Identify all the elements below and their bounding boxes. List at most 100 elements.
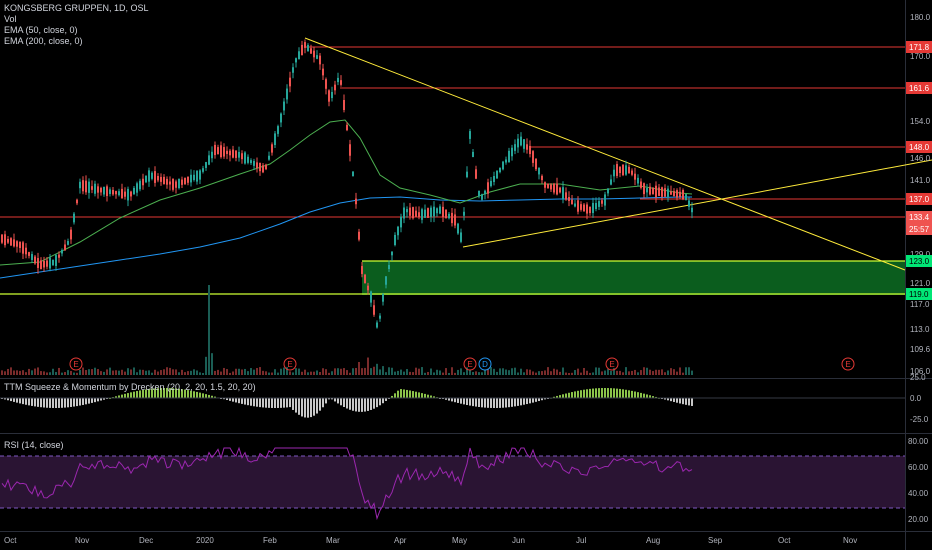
candle[interactable] <box>661 187 663 197</box>
candle[interactable] <box>595 203 597 209</box>
candle[interactable] <box>673 191 675 196</box>
volume-bar[interactable] <box>445 368 447 375</box>
candle[interactable] <box>571 199 573 205</box>
candle[interactable] <box>481 194 483 200</box>
volume-bar[interactable] <box>511 368 513 375</box>
momentum-bar[interactable] <box>160 388 162 398</box>
momentum-bar[interactable] <box>427 394 429 398</box>
volume-bar[interactable] <box>253 369 255 375</box>
candle[interactable] <box>652 187 654 194</box>
volume-bar[interactable] <box>115 370 117 375</box>
volume-bar[interactable] <box>331 371 333 375</box>
volume-bar[interactable] <box>31 370 33 375</box>
volume-bar[interactable] <box>298 368 300 375</box>
candle[interactable] <box>277 126 279 134</box>
momentum-bar[interactable] <box>280 398 282 408</box>
volume-bar[interactable] <box>598 367 600 375</box>
volume-bar[interactable] <box>355 367 357 375</box>
momentum-bar[interactable] <box>82 398 84 405</box>
volume-bar[interactable] <box>130 369 132 375</box>
candle[interactable] <box>268 155 270 160</box>
momentum-bar[interactable] <box>652 396 654 398</box>
volume-bar[interactable] <box>238 368 240 375</box>
volume-legend[interactable]: Vol <box>4 14 17 24</box>
momentum-bar[interactable] <box>565 393 567 398</box>
candle[interactable] <box>625 165 627 175</box>
volume-bar[interactable] <box>352 368 354 375</box>
volume-bar[interactable] <box>178 372 180 375</box>
volume-bar[interactable] <box>451 367 453 375</box>
momentum-bar[interactable] <box>502 398 504 408</box>
candle[interactable] <box>253 160 255 166</box>
candle[interactable] <box>205 162 207 168</box>
volume-bar[interactable] <box>301 371 303 375</box>
candle[interactable] <box>469 131 471 139</box>
volume-bar[interactable] <box>40 371 42 375</box>
volume-bar[interactable] <box>457 369 459 375</box>
volume-bar[interactable] <box>406 369 408 375</box>
volume-bar[interactable] <box>295 368 297 375</box>
volume-bar[interactable] <box>463 372 465 375</box>
candle[interactable] <box>577 200 579 212</box>
volume-bar[interactable] <box>481 372 483 375</box>
candle[interactable] <box>520 136 522 146</box>
volume-bar[interactable] <box>562 367 564 375</box>
volume-bar[interactable] <box>283 367 285 375</box>
momentum-bar[interactable] <box>22 398 24 405</box>
candle[interactable] <box>232 149 234 158</box>
volume-bar[interactable] <box>265 371 267 375</box>
volume-bar[interactable] <box>109 367 111 375</box>
candle[interactable] <box>667 188 669 197</box>
volume-bar[interactable] <box>439 370 441 375</box>
candle[interactable] <box>355 198 357 205</box>
candle[interactable] <box>382 294 384 302</box>
volume-bar[interactable] <box>685 367 687 375</box>
support-zone[interactable] <box>362 261 905 295</box>
volume-bar[interactable] <box>184 372 186 375</box>
momentum-bar[interactable] <box>358 398 360 412</box>
volume-bar[interactable] <box>664 372 666 375</box>
candle[interactable] <box>370 291 372 303</box>
price-pane[interactable] <box>0 0 905 377</box>
volume-bar[interactable] <box>247 371 249 375</box>
volume-bar[interactable] <box>280 368 282 375</box>
momentum-bar[interactable] <box>676 398 678 403</box>
volume-bar[interactable] <box>403 371 405 375</box>
candle[interactable] <box>223 147 225 157</box>
candle[interactable] <box>229 150 231 156</box>
volume-bar[interactable] <box>367 357 369 375</box>
momentum-bar[interactable] <box>100 398 102 401</box>
volume-bar[interactable] <box>418 368 420 375</box>
momentum-bar[interactable] <box>64 398 66 408</box>
volume-bar[interactable] <box>175 369 177 375</box>
volume-bar[interactable] <box>475 371 477 375</box>
volume-bar[interactable] <box>397 370 399 375</box>
candle[interactable] <box>244 152 246 164</box>
volume-bar[interactable] <box>541 371 543 375</box>
volume-bar[interactable] <box>88 369 90 375</box>
candle[interactable] <box>583 204 585 212</box>
candle[interactable] <box>397 226 399 236</box>
candle[interactable] <box>214 144 216 156</box>
volume-bar[interactable] <box>241 369 243 375</box>
momentum-bar[interactable] <box>685 398 687 405</box>
volume-bar[interactable] <box>121 369 123 375</box>
candle[interactable] <box>7 238 9 243</box>
momentum-bar[interactable] <box>355 398 357 412</box>
momentum-bar[interactable] <box>232 398 234 402</box>
momentum-bar[interactable] <box>118 395 120 398</box>
momentum-bar[interactable] <box>493 398 495 408</box>
volume-bar[interactable] <box>577 368 579 375</box>
ttm-legend[interactable]: TTM Squeeze & Momentum by Drecken (20, 2… <box>4 382 256 392</box>
momentum-bar[interactable] <box>364 398 366 412</box>
momentum-bar[interactable] <box>679 398 681 404</box>
volume-bar[interactable] <box>379 369 381 375</box>
volume-bar[interactable] <box>505 369 507 375</box>
momentum-bar[interactable] <box>490 398 492 408</box>
candle[interactable] <box>496 170 498 179</box>
momentum-bar[interactable] <box>541 398 543 401</box>
candle[interactable] <box>352 171 354 177</box>
rsi-line[interactable] <box>1 446 693 521</box>
candle[interactable] <box>91 186 93 190</box>
momentum-bar[interactable] <box>34 398 36 407</box>
